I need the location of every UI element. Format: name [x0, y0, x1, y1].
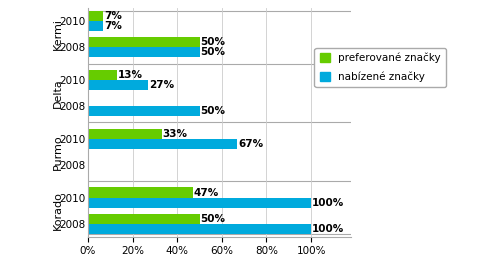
Bar: [88, 11, 103, 21]
Text: 13%: 13%: [118, 70, 143, 80]
Text: Korado: Korado: [53, 191, 62, 230]
Bar: [88, 106, 200, 116]
Text: 7%: 7%: [104, 21, 122, 31]
Text: 27%: 27%: [149, 80, 174, 90]
Text: 7%: 7%: [104, 11, 122, 21]
Bar: [88, 214, 200, 224]
Bar: [88, 224, 311, 234]
Text: Purmo: Purmo: [53, 134, 62, 170]
Bar: [88, 21, 103, 31]
Bar: [88, 47, 200, 57]
Text: 100%: 100%: [312, 224, 345, 234]
Legend: preferované značky, nabízené značky: preferované značky, nabízené značky: [314, 48, 447, 87]
Bar: [88, 198, 311, 208]
Text: 50%: 50%: [201, 37, 225, 47]
Text: 50%: 50%: [201, 106, 225, 116]
Text: 100%: 100%: [312, 198, 345, 208]
Text: Delta: Delta: [53, 78, 62, 108]
Bar: [88, 80, 148, 90]
Text: 33%: 33%: [163, 129, 188, 139]
Text: Kermi: Kermi: [53, 18, 62, 50]
Bar: [88, 70, 117, 80]
Text: 50%: 50%: [201, 214, 225, 224]
Bar: [88, 139, 238, 149]
Text: 47%: 47%: [194, 187, 219, 197]
Bar: [88, 37, 200, 47]
Text: 67%: 67%: [239, 139, 264, 149]
Bar: [88, 187, 193, 198]
Text: 50%: 50%: [201, 47, 225, 57]
Bar: [88, 129, 162, 139]
